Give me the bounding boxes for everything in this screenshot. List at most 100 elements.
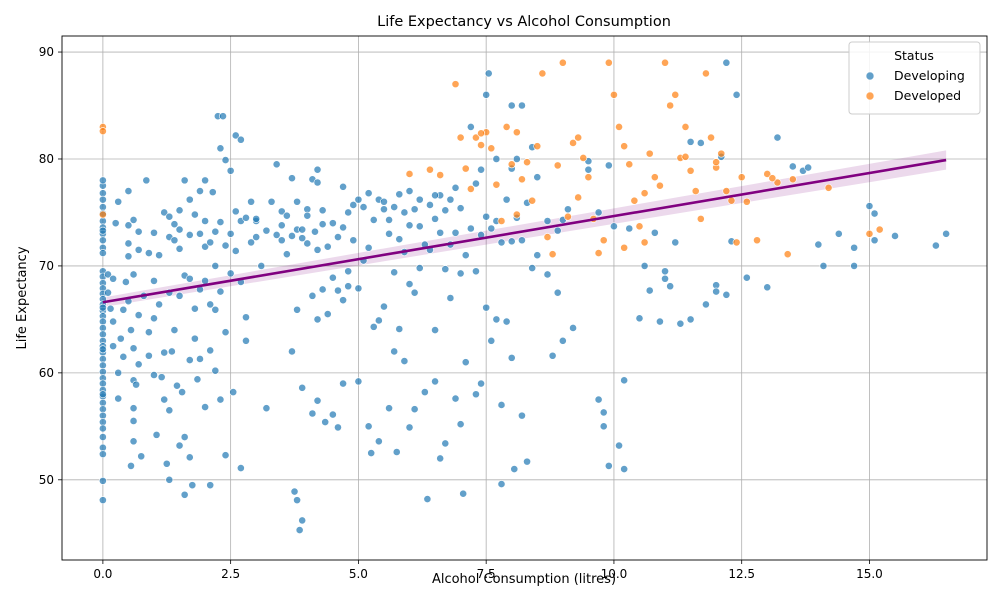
point-developing <box>533 251 542 260</box>
point-developing <box>364 243 373 252</box>
point-developing <box>482 303 491 312</box>
point-developing <box>277 236 286 245</box>
point-developing <box>196 355 204 363</box>
point-developing <box>247 238 255 247</box>
point-developing <box>162 459 171 468</box>
point-developing <box>420 388 429 397</box>
point-developing <box>553 226 562 235</box>
point-developing <box>129 417 138 425</box>
point-developing <box>180 176 189 185</box>
point-developing <box>487 224 496 233</box>
point-developed <box>466 185 475 193</box>
point-developed <box>599 236 608 245</box>
point-developing <box>293 197 301 206</box>
point-developing <box>124 252 133 261</box>
point-developing <box>152 430 161 439</box>
point-developed <box>564 212 572 221</box>
point-developing <box>477 379 485 388</box>
point-developed <box>717 149 726 158</box>
point-developing <box>185 274 194 283</box>
point-developing <box>175 244 184 253</box>
point-developed <box>497 217 506 225</box>
point-developing <box>635 314 644 323</box>
point-developed <box>656 181 664 190</box>
point-developing <box>150 228 158 237</box>
point-developing <box>543 270 552 279</box>
point-developing <box>512 155 521 163</box>
point-developing <box>290 487 299 496</box>
point-developing <box>308 409 317 418</box>
point-developed <box>604 58 613 67</box>
point-developed <box>569 139 577 147</box>
point-developed <box>98 210 107 219</box>
point-developing <box>160 208 169 217</box>
point-developing <box>160 395 169 404</box>
point-developing <box>124 221 133 230</box>
point-developing <box>206 481 215 490</box>
point-developed <box>553 161 562 170</box>
point-developed <box>620 142 629 151</box>
point-developing <box>436 228 445 237</box>
point-developing <box>313 315 322 324</box>
point-developing <box>359 203 368 212</box>
point-developing <box>124 187 133 195</box>
point-developing <box>349 201 358 209</box>
point-developing <box>185 356 194 364</box>
point-developing <box>446 195 455 204</box>
point-developing <box>502 195 511 204</box>
point-developing <box>308 291 317 300</box>
point-developing <box>173 381 181 390</box>
point-developed <box>875 225 884 234</box>
point-developing <box>599 422 608 431</box>
point-developing <box>656 317 664 326</box>
point-developing <box>178 388 186 397</box>
point-developing <box>231 247 240 255</box>
point-developing <box>426 201 434 209</box>
point-developed <box>625 160 634 169</box>
point-developing <box>175 441 184 450</box>
point-developing <box>374 437 383 446</box>
point-developing <box>114 368 123 377</box>
y-tick-label: 90 <box>39 45 54 59</box>
point-developing <box>405 423 414 432</box>
point-developed <box>461 164 470 173</box>
point-developing <box>267 197 276 206</box>
point-developing <box>650 228 659 237</box>
point-developing <box>313 178 322 187</box>
point-developed <box>640 238 649 247</box>
point-developing <box>385 229 393 238</box>
x-tick-label: 10.0 <box>601 567 628 581</box>
point-developing <box>405 187 414 195</box>
point-developing <box>298 225 307 234</box>
point-developing <box>98 433 107 441</box>
point-developing <box>321 418 330 426</box>
point-developed <box>707 133 715 142</box>
point-developed <box>630 196 639 205</box>
y-axis-label: Life Expectancy <box>15 246 30 349</box>
point-developing <box>466 122 475 131</box>
point-developing <box>165 406 174 415</box>
point-developing <box>109 342 118 351</box>
data-points <box>98 58 951 534</box>
point-developing <box>190 304 199 313</box>
point-developing <box>262 226 271 235</box>
point-developing <box>196 229 204 238</box>
point-developing <box>788 162 797 171</box>
point-developing <box>528 264 537 272</box>
point-developing <box>666 282 675 291</box>
point-developing <box>129 404 138 413</box>
point-developing <box>282 211 291 220</box>
point-developing <box>157 373 166 382</box>
point-developing <box>400 357 409 365</box>
point-developing <box>129 270 138 279</box>
point-developing <box>615 441 623 450</box>
point-developing <box>599 408 608 417</box>
point-developed <box>98 127 107 136</box>
point-developing <box>196 187 204 195</box>
point-developed <box>533 142 542 151</box>
point-developing <box>98 176 107 185</box>
plot-frame <box>61 35 988 561</box>
point-developing <box>625 224 634 233</box>
point-developed <box>753 236 761 245</box>
point-developing <box>482 90 491 99</box>
